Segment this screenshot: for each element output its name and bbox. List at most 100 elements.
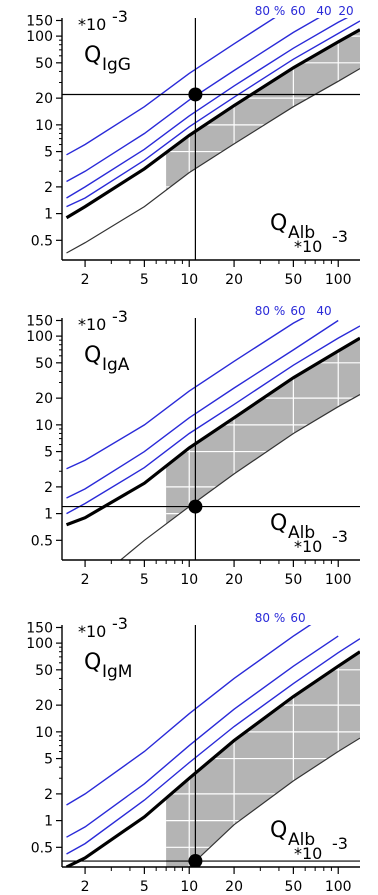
x-unit-label: *10: [294, 237, 322, 256]
chart-title-sub: IgA: [102, 355, 130, 375]
y-tick-label: 100: [26, 29, 53, 45]
y-tick-label: 50: [35, 56, 53, 72]
lower-limit-curve: [65, 336, 360, 527]
y-tick-label: 5: [44, 445, 53, 461]
fraction-line-label: 60: [290, 611, 305, 625]
chart-title-sub: IgM: [102, 662, 132, 682]
x-axis-title-sub: Alb: [288, 830, 315, 850]
x-axis-title-main: Q: [270, 511, 287, 536]
y-tick-label: 50: [35, 356, 53, 372]
fraction-line: [66, 635, 339, 838]
x-unit-exponent: -3: [332, 227, 348, 246]
fraction-line: [66, 20, 360, 208]
x-tick-label: 2: [81, 572, 90, 588]
fraction-line-label: 40: [316, 304, 331, 318]
x-tick-label: 100: [325, 572, 352, 588]
patient-point: [188, 499, 203, 514]
fraction-line: [66, 18, 320, 183]
y-tick-label: 5: [44, 752, 53, 768]
y-tick-label: 100: [26, 636, 53, 652]
fraction-line: [66, 318, 305, 470]
x-tick-label: 20: [225, 879, 243, 895]
x-unit-exponent: -3: [332, 527, 348, 546]
x-unit-exponent: -3: [332, 834, 348, 853]
x-tick-label: 2: [81, 272, 90, 288]
fraction-line-label: 80 %: [255, 304, 286, 318]
y-tick-label: 10: [35, 418, 53, 434]
patient-point: [188, 854, 203, 867]
chart-title-main: Q: [84, 650, 101, 675]
reference-lower-line: [188, 737, 360, 867]
fraction-line-label: 40: [316, 4, 331, 18]
y-tick-label: 150: [26, 620, 53, 636]
fraction-line: [66, 625, 312, 806]
y-unit-label: *10: [78, 15, 106, 34]
x-axis-title-sub: Alb: [288, 223, 315, 243]
fraction-line: [66, 325, 360, 515]
fraction-line: [66, 638, 360, 855]
y-tick-label: 150: [26, 313, 53, 329]
x-axis-title-sub: Alb: [288, 523, 315, 543]
lower-limit-curve: [65, 650, 360, 867]
x-axis-title-main: Q: [270, 818, 287, 843]
x-tick-label: 50: [284, 879, 302, 895]
y-tick-label: 2: [44, 787, 53, 803]
y-unit-label: *10: [78, 622, 106, 641]
patient-point: [188, 87, 203, 102]
x-tick-label: 5: [140, 572, 149, 588]
y-tick-label: 50: [35, 663, 53, 679]
y-unit-exponent: -3: [112, 614, 128, 633]
fraction-line-label: 80 %: [255, 4, 286, 18]
y-tick-label: 10: [35, 725, 53, 741]
shaded-region: [166, 29, 360, 191]
x-tick-label: 20: [225, 572, 243, 588]
y-tick-label: 0.5: [31, 840, 53, 856]
x-tick-label: 100: [325, 879, 352, 895]
x-unit-label: *10: [294, 537, 322, 556]
fraction-line: [66, 319, 339, 499]
reference-lower-line: [66, 68, 360, 254]
lower-limit-curve: [65, 28, 360, 220]
fraction-line: [66, 18, 276, 156]
plot-area: [62, 318, 360, 560]
x-tick-label: 10: [180, 272, 198, 288]
fraction-line: [66, 18, 349, 199]
y-unit-label: *10: [78, 315, 106, 334]
x-tick-label: 20: [225, 272, 243, 288]
y-unit-exponent: -3: [112, 307, 128, 326]
x-tick-label: 50: [284, 572, 302, 588]
y-tick-label: 150: [26, 13, 53, 29]
reference-lower-line: [119, 393, 360, 560]
y-tick-label: 20: [35, 698, 53, 714]
x-tick-label: 10: [180, 879, 198, 895]
fraction-line-label: 80 %: [255, 611, 286, 625]
fraction-line-label: 60: [290, 304, 305, 318]
x-tick-label: 2: [81, 879, 90, 895]
y-tick-label: 1: [44, 207, 53, 223]
shaded-region: [166, 338, 360, 524]
y-tick-label: 20: [35, 91, 53, 107]
y-unit-exponent: -3: [112, 7, 128, 26]
y-tick-label: 10: [35, 118, 53, 134]
chart-title-main: Q: [84, 43, 101, 68]
y-tick-label: 20: [35, 391, 53, 407]
y-tick-label: 2: [44, 180, 53, 196]
fraction-line-label: 20: [338, 4, 353, 18]
y-tick-label: 0.5: [31, 233, 53, 249]
x-tick-label: 5: [140, 879, 149, 895]
y-tick-label: 2: [44, 480, 53, 496]
x-tick-label: 50: [284, 272, 302, 288]
y-tick-label: 0.5: [31, 533, 53, 549]
fraction-line-label: 60: [290, 4, 305, 18]
y-tick-label: 100: [26, 329, 53, 345]
x-unit-label: *10: [294, 844, 322, 863]
x-tick-label: 10: [180, 572, 198, 588]
y-tick-label: 5: [44, 145, 53, 161]
plot-area: [62, 18, 360, 260]
y-tick-label: 1: [44, 507, 53, 523]
y-tick-label: 1: [44, 814, 53, 830]
